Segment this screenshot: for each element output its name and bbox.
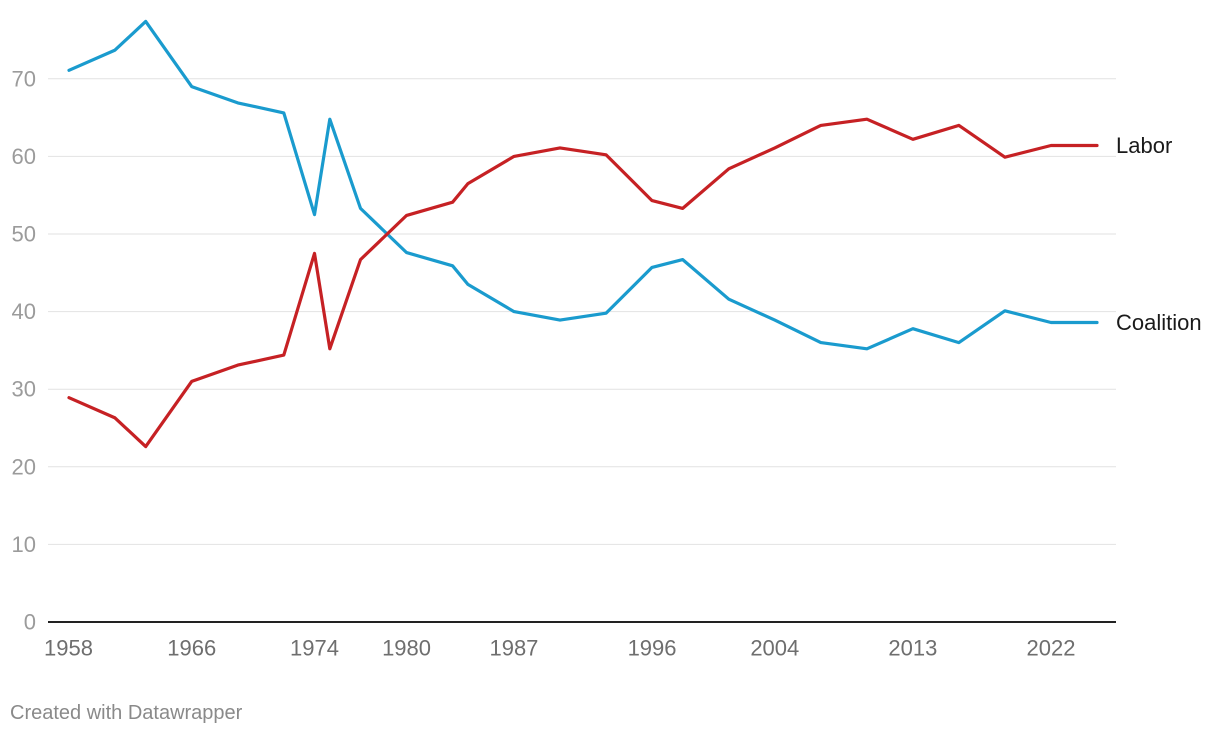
y-tick-label: 50 — [12, 222, 36, 247]
y-tick-label: 30 — [12, 377, 36, 402]
y-tick-label: 0 — [24, 610, 36, 635]
series-label-labor: Labor — [1116, 133, 1172, 158]
y-axis-ticks: 0 10 20 30 40 50 60 70 — [12, 66, 36, 634]
y-tick-label: 20 — [12, 454, 36, 479]
series-lines — [67, 19, 1099, 449]
y-tick-label: 10 — [12, 532, 36, 557]
x-tick-label: 1958 — [44, 636, 93, 661]
x-tick-label: 2022 — [1026, 636, 1075, 661]
x-axis-ticks: 1958 1966 1974 1980 1987 1996 2004 2013 2022 — [44, 636, 1075, 661]
series-line-coalition — [67, 19, 1099, 351]
x-tick-label: 2013 — [888, 636, 937, 661]
series-labels: Labor Coalition — [1116, 133, 1202, 335]
footer-credit: Created with Datawrapper — [10, 702, 243, 724]
x-tick-label: 2004 — [750, 636, 799, 661]
y-tick-label: 60 — [12, 144, 36, 169]
x-tick-label: 1996 — [628, 636, 677, 661]
y-tick-label: 40 — [12, 299, 36, 324]
series-line-labor — [67, 117, 1099, 449]
x-tick-label: 1966 — [167, 636, 216, 661]
y-tick-label: 70 — [12, 66, 36, 91]
x-tick-label: 1974 — [290, 636, 339, 661]
y-gridlines — [48, 78, 1116, 623]
x-tick-label: 1987 — [489, 636, 538, 661]
series-label-coalition: Coalition — [1116, 310, 1202, 335]
x-tick-label: 1980 — [382, 636, 431, 661]
